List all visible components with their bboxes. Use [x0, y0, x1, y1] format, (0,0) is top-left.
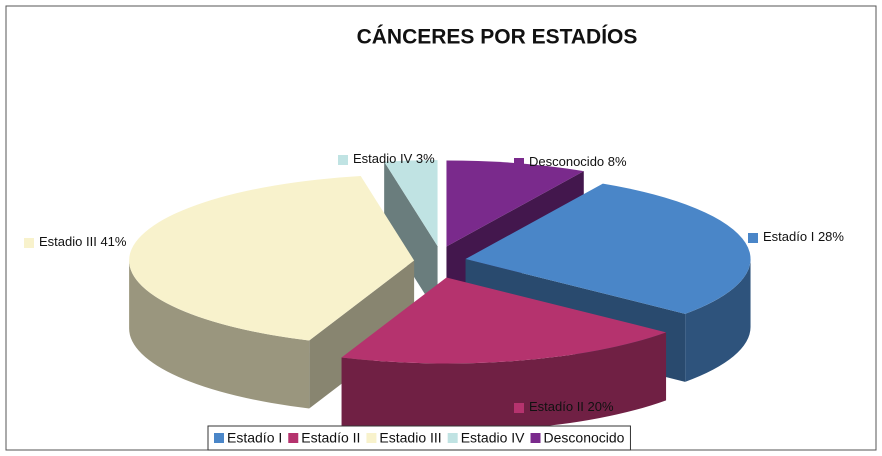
legend: Estadío I Estadío II Estadio III Estadio IV… [207, 425, 631, 451]
slice [341, 277, 667, 364]
data-label: Desconocido 8% [529, 154, 627, 169]
legend-label: Desconocido [544, 430, 625, 446]
legend-label: Estadío I [227, 430, 282, 446]
slice-side [384, 161, 438, 315]
legend-swatch [214, 433, 224, 443]
data-label-value: 8% [608, 154, 627, 169]
slice-wall [129, 260, 310, 409]
legend-swatch [530, 433, 541, 443]
legend-label: Estadio IV [461, 430, 525, 446]
slice-wall [685, 259, 751, 382]
legend-label: Estadío II [301, 430, 360, 446]
data-label-category: Estadío I [763, 229, 814, 244]
data-label: Estadio III 41% [39, 234, 127, 249]
label-swatch [514, 158, 524, 168]
label-swatch [24, 238, 34, 248]
slice [446, 160, 584, 247]
pie [129, 160, 751, 432]
label-swatch [514, 403, 524, 413]
data-label-category: Estadio IV [353, 151, 413, 166]
label-swatch [748, 233, 758, 243]
data-label-category: Estadío II [529, 399, 584, 414]
slice-wall [341, 332, 667, 432]
data-label: Estadio IV 3% [353, 151, 435, 166]
legend-swatch [288, 433, 299, 443]
data-label: Estadío II 20% [529, 399, 614, 414]
data-label-category: Desconocido [529, 154, 604, 169]
data-label: Estadío I 28% [763, 229, 844, 244]
chart-title: CÁNCERES POR ESTADÍOS [357, 26, 638, 49]
data-label-value: 20% [588, 399, 614, 414]
legend-box [207, 425, 631, 451]
label-swatch [338, 155, 348, 165]
slice [129, 176, 415, 341]
slice [465, 183, 751, 314]
slice-side [309, 260, 415, 409]
legend-swatch [366, 433, 377, 443]
data-label-value: 3% [416, 151, 435, 166]
data-labels: Estadío I 28% Estadío II 20% Estadio III 4… [24, 151, 844, 414]
slice [384, 160, 438, 247]
data-label-category: Estadio III [39, 234, 97, 249]
data-label-value: 28% [818, 229, 844, 244]
legend-swatch [447, 433, 458, 443]
legend-label: Estadio III [379, 430, 441, 446]
data-label-value: 41% [100, 234, 126, 249]
